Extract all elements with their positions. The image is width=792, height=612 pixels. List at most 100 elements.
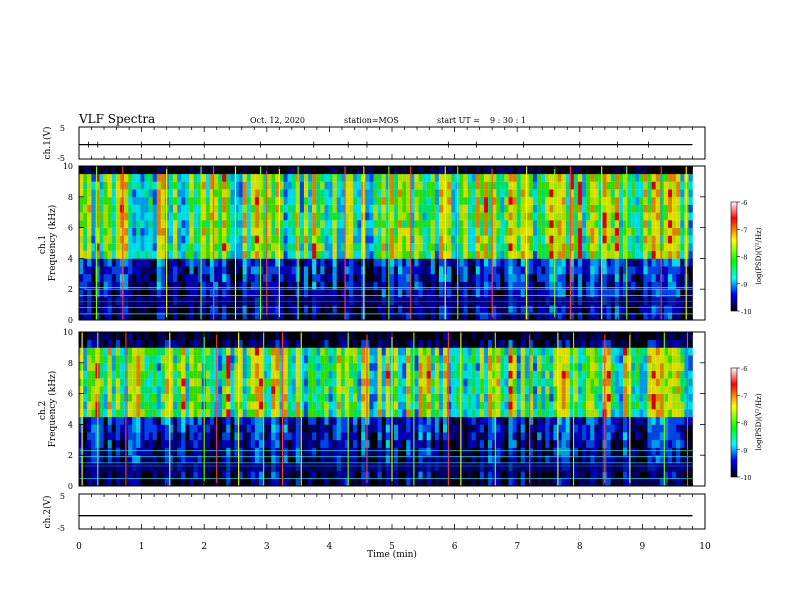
spectrogram-cell <box>369 401 374 410</box>
spectrogram-cell <box>594 227 599 236</box>
spectrogram-cell <box>148 478 154 487</box>
spectrogram-cell <box>410 393 415 402</box>
spectrogram-cell <box>614 273 620 282</box>
spectrogram-cell <box>393 393 399 402</box>
spectrogram-cell <box>569 273 575 282</box>
spectrogram-cell <box>123 173 129 182</box>
spectrogram-cell <box>471 219 477 228</box>
spectrogram-cell <box>316 385 321 394</box>
spectrogram-cell <box>91 385 96 394</box>
spectrogram-cell <box>594 212 599 221</box>
spectrogram-cell <box>426 281 432 290</box>
spectrogram-cell <box>320 339 325 348</box>
spectrogram-cell <box>312 266 317 275</box>
spectrogram-cell <box>610 304 616 313</box>
spectrogram-cell <box>402 347 407 356</box>
spectrogram-cell <box>303 258 309 267</box>
spectrogram-cell <box>316 212 321 221</box>
spectrogram-cell <box>324 347 329 356</box>
spectrogram-cell <box>528 258 534 267</box>
spectrogram-cell <box>168 166 174 175</box>
spectrogram-cell <box>545 196 550 205</box>
spectrogram-cell <box>655 312 661 321</box>
spectrogram-cell <box>107 339 113 348</box>
spectrogram-cell <box>643 181 648 190</box>
spectrogram-cell <box>434 258 440 267</box>
spectrogram-cell <box>532 312 538 321</box>
spectrogram-cell <box>193 455 199 464</box>
spectrogram-cell <box>156 273 162 282</box>
spectrogram-cell <box>348 424 354 433</box>
spectrogram-cell <box>226 355 231 364</box>
spectrogram-cell <box>103 378 109 387</box>
spectrogram-cell <box>651 250 657 259</box>
spectrogram-cell <box>353 189 358 198</box>
spectrogram-cell <box>144 235 149 244</box>
spectrogram-cell <box>361 416 366 425</box>
spectrogram-cell <box>324 362 329 371</box>
spectrogram-cell <box>197 181 203 190</box>
spectrogram-cell <box>557 273 563 282</box>
spectrogram-cell <box>246 281 252 290</box>
ch1-spec-ylabel-ch: ch.1 <box>38 235 48 254</box>
spectrogram-cell <box>655 227 661 236</box>
spectrogram-cell <box>389 281 395 290</box>
spectrogram-cell <box>173 332 178 341</box>
spectrogram-cell <box>205 455 211 464</box>
spectrogram-cell <box>402 204 407 213</box>
spectrogram-cell <box>614 173 620 182</box>
spectrogram-cell <box>287 401 293 410</box>
spectrogram-cell <box>308 385 313 394</box>
spectrogram-cell <box>557 219 563 228</box>
spectrogram-cell <box>181 204 186 213</box>
spectrogram-cell <box>197 355 203 364</box>
spectrogram-cell <box>676 227 681 236</box>
spectrogram-cell <box>500 304 505 313</box>
spectrogram-cell <box>271 289 276 298</box>
spectrogram-cell <box>164 362 170 371</box>
spectrogram-cell <box>598 289 603 298</box>
spectrogram-cell <box>132 432 137 441</box>
spectrogram-cell <box>573 235 579 244</box>
spectrogram-cell <box>377 385 383 394</box>
spectrogram-cell <box>377 273 383 282</box>
spectrogram-cell <box>279 432 284 441</box>
spectrogram-cell <box>320 235 325 244</box>
spectrogram-cell <box>254 409 260 418</box>
ch1-spec-ylabel-freq: Frequency (kHz) <box>47 205 58 282</box>
spectrogram-cell <box>504 212 509 221</box>
spectrogram-cell <box>173 355 178 364</box>
spectrogram-cell <box>115 250 121 259</box>
spectrogram-cell <box>275 235 280 244</box>
spectrogram-cell <box>377 304 383 313</box>
spectrogram-cell <box>447 243 452 252</box>
spectrogram-cell <box>111 347 117 356</box>
spectrogram-cell <box>614 312 620 321</box>
spectrogram-cell <box>398 393 403 402</box>
spectrogram-cell <box>111 339 117 348</box>
spectrogram-cell <box>275 181 280 190</box>
spectrogram-cell <box>267 416 272 425</box>
spectrogram-cell <box>267 424 272 433</box>
spectrogram-cell <box>541 212 546 221</box>
spectrogram-cell <box>631 166 636 175</box>
spectrogram-cell <box>254 401 260 410</box>
spectrogram-cell <box>136 189 141 198</box>
spectrogram-cell <box>263 196 268 205</box>
spectrogram-cell <box>365 227 370 236</box>
spectrogram-cell <box>79 370 84 379</box>
spectrogram-cell <box>291 235 297 244</box>
spectrogram-cell <box>353 250 358 259</box>
spectrogram-cell <box>299 258 305 267</box>
spectrogram-cell <box>230 339 235 348</box>
spectrogram-cell <box>287 250 293 259</box>
spectrogram-cell <box>471 258 477 267</box>
spectrogram-cell <box>667 266 673 275</box>
spectrogram-cell <box>598 166 603 175</box>
spectrogram-cell <box>508 227 513 236</box>
spectrogram-cell <box>663 243 669 252</box>
spectrogram-cell <box>234 281 239 290</box>
spectrogram-cell <box>344 235 350 244</box>
spectrogram-cell <box>422 212 428 221</box>
spectrogram-cell <box>410 312 415 321</box>
